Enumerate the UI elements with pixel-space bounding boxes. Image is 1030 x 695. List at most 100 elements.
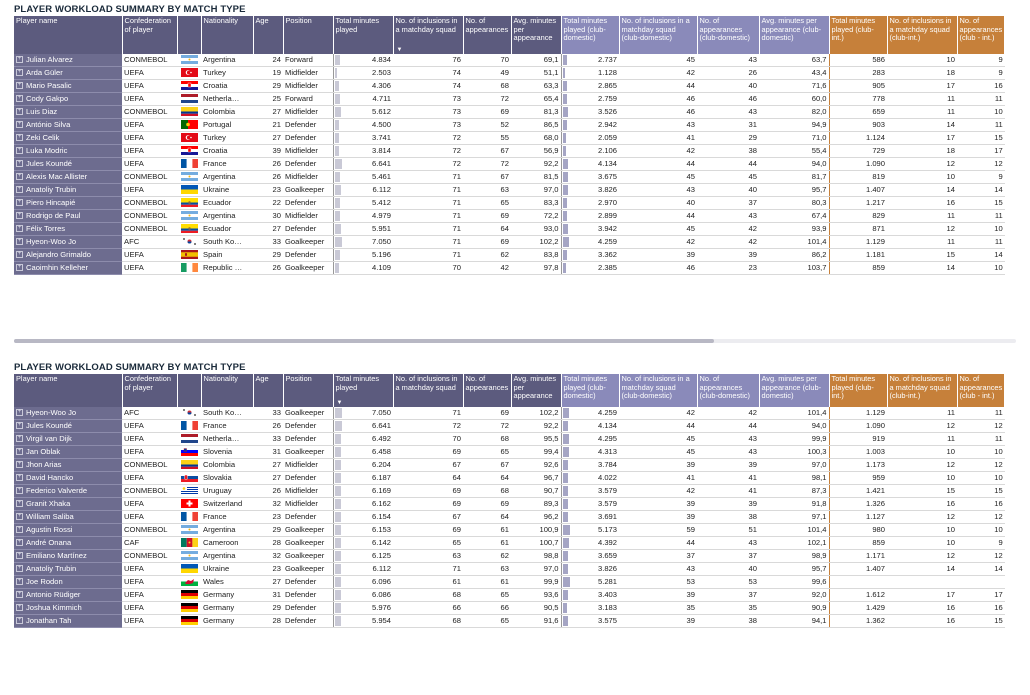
expand-row-icon[interactable]: +: [16, 512, 23, 520]
expand-row-icon[interactable]: +: [16, 107, 23, 115]
table-row[interactable]: + Piero Hincapié CONMEBOL Ecuador 22 Defender…: [14, 196, 1005, 210]
expand-row-icon[interactable]: +: [16, 250, 23, 258]
column-header[interactable]: Player name: [14, 16, 123, 54]
column-header[interactable]: Total minutes played ▼: [333, 374, 394, 407]
expand-row-icon[interactable]: +: [16, 551, 23, 559]
table-row[interactable]: + Luka Modric UEFA Croatia 39 Midfielder 3.814…: [14, 144, 1005, 158]
column-header[interactable]: [177, 16, 202, 54]
table-row[interactable]: + António Silva UEFA Portugal 21 Defender 4.50…: [14, 118, 1005, 132]
expand-row-icon[interactable]: +: [16, 499, 23, 507]
expand-row-icon[interactable]: +: [16, 263, 23, 271]
column-header[interactable]: Position: [283, 16, 334, 54]
column-header[interactable]: Avg. minutes per appearance: [511, 374, 562, 407]
table-row[interactable]: + Zeki Celik UEFA Turkey 27 Defender 3.741 72 55…: [14, 131, 1005, 145]
table-row[interactable]: + Luis Diaz CONMEBOL Colombia 27 Midfielder 5.…: [14, 105, 1005, 119]
expand-row-icon[interactable]: +: [16, 211, 23, 219]
expand-row-icon[interactable]: +: [16, 198, 23, 206]
expand-row-icon[interactable]: +: [16, 408, 23, 416]
expand-row-icon[interactable]: +: [16, 590, 23, 598]
column-header[interactable]: Avg. minutes per appearance (club-domest…: [759, 374, 830, 407]
expand-row-icon[interactable]: +: [16, 133, 23, 141]
table-row[interactable]: + Emiliano Martínez CONMEBOL Argentina 32 Goa…: [14, 549, 1005, 563]
column-header[interactable]: [177, 374, 202, 407]
expand-row-icon[interactable]: +: [16, 603, 23, 611]
table-row[interactable]: + Julian Alvarez CONMEBOL Argentina 24 Forwar…: [14, 54, 1005, 67]
column-header[interactable]: No. of appearances (club-domestic): [697, 16, 760, 54]
column-header[interactable]: Total minutes played (club-int.): [829, 16, 888, 54]
table-row[interactable]: + Jonathan Tah UEFA Germany 28 Defender 5.954 6…: [14, 614, 1005, 628]
table-row[interactable]: + Jules Koundé UEFA France 26 Defender 6.641 72…: [14, 157, 1005, 171]
column-header[interactable]: Avg. minutes per appearance: [511, 16, 562, 54]
column-header[interactable]: Total minutes played (club-domestic): [561, 16, 620, 54]
column-header[interactable]: Total minutes played (club-int.): [829, 374, 888, 407]
column-header[interactable]: Nationality: [201, 374, 254, 407]
table-row[interactable]: + Jules Koundé UEFA France 26 Defender 6.641 72…: [14, 419, 1005, 433]
expand-row-icon[interactable]: +: [16, 159, 23, 167]
sort-descending-icon[interactable]: ▼: [336, 399, 343, 406]
table-row[interactable]: + David Hancko UEFA Slovakia 27 Defender 6.187…: [14, 471, 1005, 485]
expand-row-icon[interactable]: +: [16, 172, 23, 180]
column-header[interactable]: Total minutes played: [333, 16, 394, 54]
column-header[interactable]: No. of inclusions in a matchday squad (c…: [887, 374, 958, 407]
table-row[interactable]: + Caoimhin Kelleher UEFA Republic … 26 Goalke…: [14, 261, 1005, 275]
table-row[interactable]: + Alexis Mac Allister CONMEBOL Argentina 26 M…: [14, 170, 1005, 184]
column-header[interactable]: No. of appearances: [463, 374, 512, 407]
table-row[interactable]: + Alejandro Grimaldo UEFA Spain 29 Defender 5.…: [14, 248, 1005, 262]
sort-descending-icon[interactable]: ▼: [396, 46, 403, 53]
column-header[interactable]: No. of appearances (club-domestic): [697, 374, 760, 407]
expand-row-icon[interactable]: +: [16, 94, 23, 102]
column-header[interactable]: No. of appearances (club - int.): [957, 16, 1006, 54]
column-header[interactable]: Age: [253, 16, 284, 54]
column-header[interactable]: Total minutes played (club-domestic): [561, 374, 620, 407]
table-row[interactable]: + Hyeon-Woo Jo AFC South Ko… 33 Goalkeeper 7.0…: [14, 235, 1005, 249]
table-row[interactable]: + Anatoliy Trubin UEFA Ukraine 23 Goalkeeper 6…: [14, 183, 1005, 197]
table-row[interactable]: + Joe Rodon UEFA Wales 27 Defender 6.096 61 61 99…: [14, 575, 1005, 589]
table-row[interactable]: + Federico Valverde CONMEBOL Uruguay 26 Midfi…: [14, 484, 1005, 498]
table-row[interactable]: + André Onana CAF Cameroon 28 Goalkeeper 6.142…: [14, 536, 1005, 550]
table-row[interactable]: + Joshua Kimmich UEFA Germany 29 Defender 5.97…: [14, 601, 1005, 615]
expand-row-icon[interactable]: +: [16, 538, 23, 546]
expand-row-icon[interactable]: +: [16, 146, 23, 154]
column-header[interactable]: No. of appearances (club - int.): [957, 374, 1006, 407]
expand-row-icon[interactable]: +: [16, 473, 23, 481]
table-row[interactable]: + Jan Oblak UEFA Slovenia 31 Goalkeeper 6.458 6…: [14, 445, 1005, 459]
column-header[interactable]: No. of inclusions in a matchday squad (c…: [887, 16, 958, 54]
expand-row-icon[interactable]: +: [16, 224, 23, 232]
expand-row-icon[interactable]: +: [16, 55, 23, 63]
column-header[interactable]: Age: [253, 374, 284, 407]
table-row[interactable]: + Antonio Rüdiger UEFA Germany 31 Defender 6.0…: [14, 588, 1005, 602]
table-row[interactable]: + Rodrigo de Paul CONMEBOL Argentina 30 Midfi…: [14, 209, 1005, 223]
expand-row-icon[interactable]: +: [16, 616, 23, 624]
column-header[interactable]: Confederation of player: [122, 374, 178, 407]
column-header[interactable]: Avg. minutes per appearance (club-domest…: [759, 16, 830, 54]
expand-row-icon[interactable]: +: [16, 564, 23, 572]
column-header[interactable]: Confederation of player: [122, 16, 178, 54]
column-header[interactable]: Position: [283, 374, 334, 407]
table-row[interactable]: + Arda Güler UEFA Turkey 19 Midfielder 2.503 74…: [14, 66, 1005, 80]
table-row[interactable]: + Mario Pasalic UEFA Croatia 29 Midfielder 4.3…: [14, 79, 1005, 93]
column-header[interactable]: No. of inclusions in a matchday squad ▼: [393, 16, 464, 54]
expand-row-icon[interactable]: +: [16, 421, 23, 429]
expand-row-icon[interactable]: +: [16, 237, 23, 245]
expand-row-icon[interactable]: +: [16, 460, 23, 468]
column-header[interactable]: Player name: [14, 374, 123, 407]
column-header[interactable]: Nationality: [201, 16, 254, 54]
expand-row-icon[interactable]: +: [16, 577, 23, 585]
column-header[interactable]: No. of inclusions in a matchday squad (c…: [619, 16, 698, 54]
column-header[interactable]: No. of inclusions in a matchday squad (c…: [619, 374, 698, 407]
table-row[interactable]: + Jhon Arias CONMEBOL Colombia 27 Midfielder 6…: [14, 458, 1005, 472]
expand-row-icon[interactable]: +: [16, 434, 23, 442]
expand-row-icon[interactable]: +: [16, 68, 23, 76]
expand-row-icon[interactable]: +: [16, 120, 23, 128]
table-row[interactable]: + William Saliba UEFA France 23 Defender 6.154…: [14, 510, 1005, 524]
table-row[interactable]: + Agustin Rossi CONMEBOL Argentina 29 Goalkee…: [14, 523, 1005, 537]
table-row[interactable]: + Hyeon-Woo Jo AFC South Ko… 33 Goalkeeper 7.0…: [14, 407, 1005, 420]
table-row[interactable]: + Cody Gakpo UEFA Netherla… 25 Forward 4.711 73…: [14, 92, 1005, 106]
horizontal-scrollbar-thumb[interactable]: [14, 339, 714, 343]
column-header[interactable]: No. of appearances: [463, 16, 512, 54]
expand-row-icon[interactable]: +: [16, 447, 23, 455]
table-row[interactable]: + Virgil van Dijk UEFA Netherla… 33 Defender 6…: [14, 432, 1005, 446]
table-row[interactable]: + Félix Torres CONMEBOL Ecuador 27 Defender 5.…: [14, 222, 1005, 236]
expand-row-icon[interactable]: +: [16, 525, 23, 533]
expand-row-icon[interactable]: +: [16, 486, 23, 494]
